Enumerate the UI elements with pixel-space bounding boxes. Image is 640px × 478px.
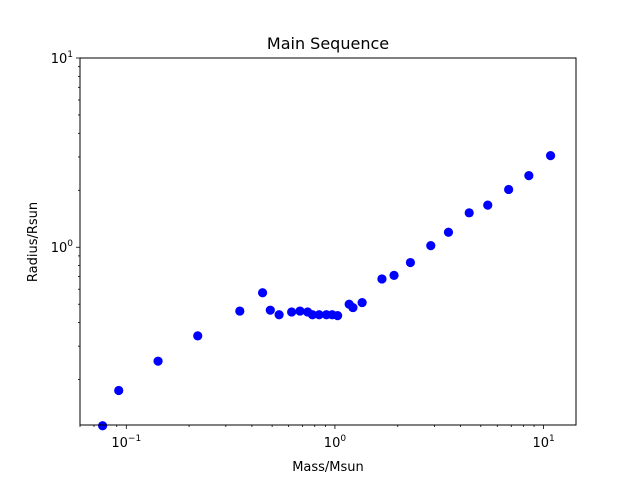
data-point <box>287 307 297 317</box>
data-point <box>98 421 108 431</box>
data-point <box>314 310 324 320</box>
data-point <box>524 171 534 181</box>
data-point <box>193 331 203 341</box>
data-point <box>114 385 124 396</box>
data-point <box>483 200 493 210</box>
data-point <box>443 227 454 237</box>
data-points <box>98 150 556 431</box>
data-point <box>153 356 163 366</box>
y-tick-label: 100 <box>51 239 74 256</box>
data-point <box>426 241 436 251</box>
data-point <box>405 257 416 268</box>
data-point <box>504 184 514 195</box>
data-point <box>307 310 318 320</box>
data-point <box>235 306 245 316</box>
data-point <box>389 270 399 280</box>
data-point <box>295 306 305 316</box>
data-point <box>265 305 275 315</box>
data-point <box>333 311 343 321</box>
data-point <box>348 302 358 313</box>
x-tick-label: 10−1 <box>111 434 141 451</box>
data-point <box>357 297 367 308</box>
x-axis-label: Mass/Msun <box>292 460 364 475</box>
plot-frame <box>79 57 577 426</box>
y-axis-label: Radius/Rsun <box>26 202 41 282</box>
data-point <box>545 150 556 161</box>
x-tick-label: 101 <box>532 434 554 451</box>
data-point <box>464 208 474 218</box>
y-tick-label: 101 <box>51 50 73 67</box>
chart-title: Main Sequence <box>267 34 389 53</box>
data-point <box>257 288 268 298</box>
data-point <box>377 274 387 284</box>
major-ticks: 10−1 100 101 100 101 <box>51 50 555 451</box>
data-point <box>274 310 284 320</box>
x-tick-label: 100 <box>324 434 347 451</box>
